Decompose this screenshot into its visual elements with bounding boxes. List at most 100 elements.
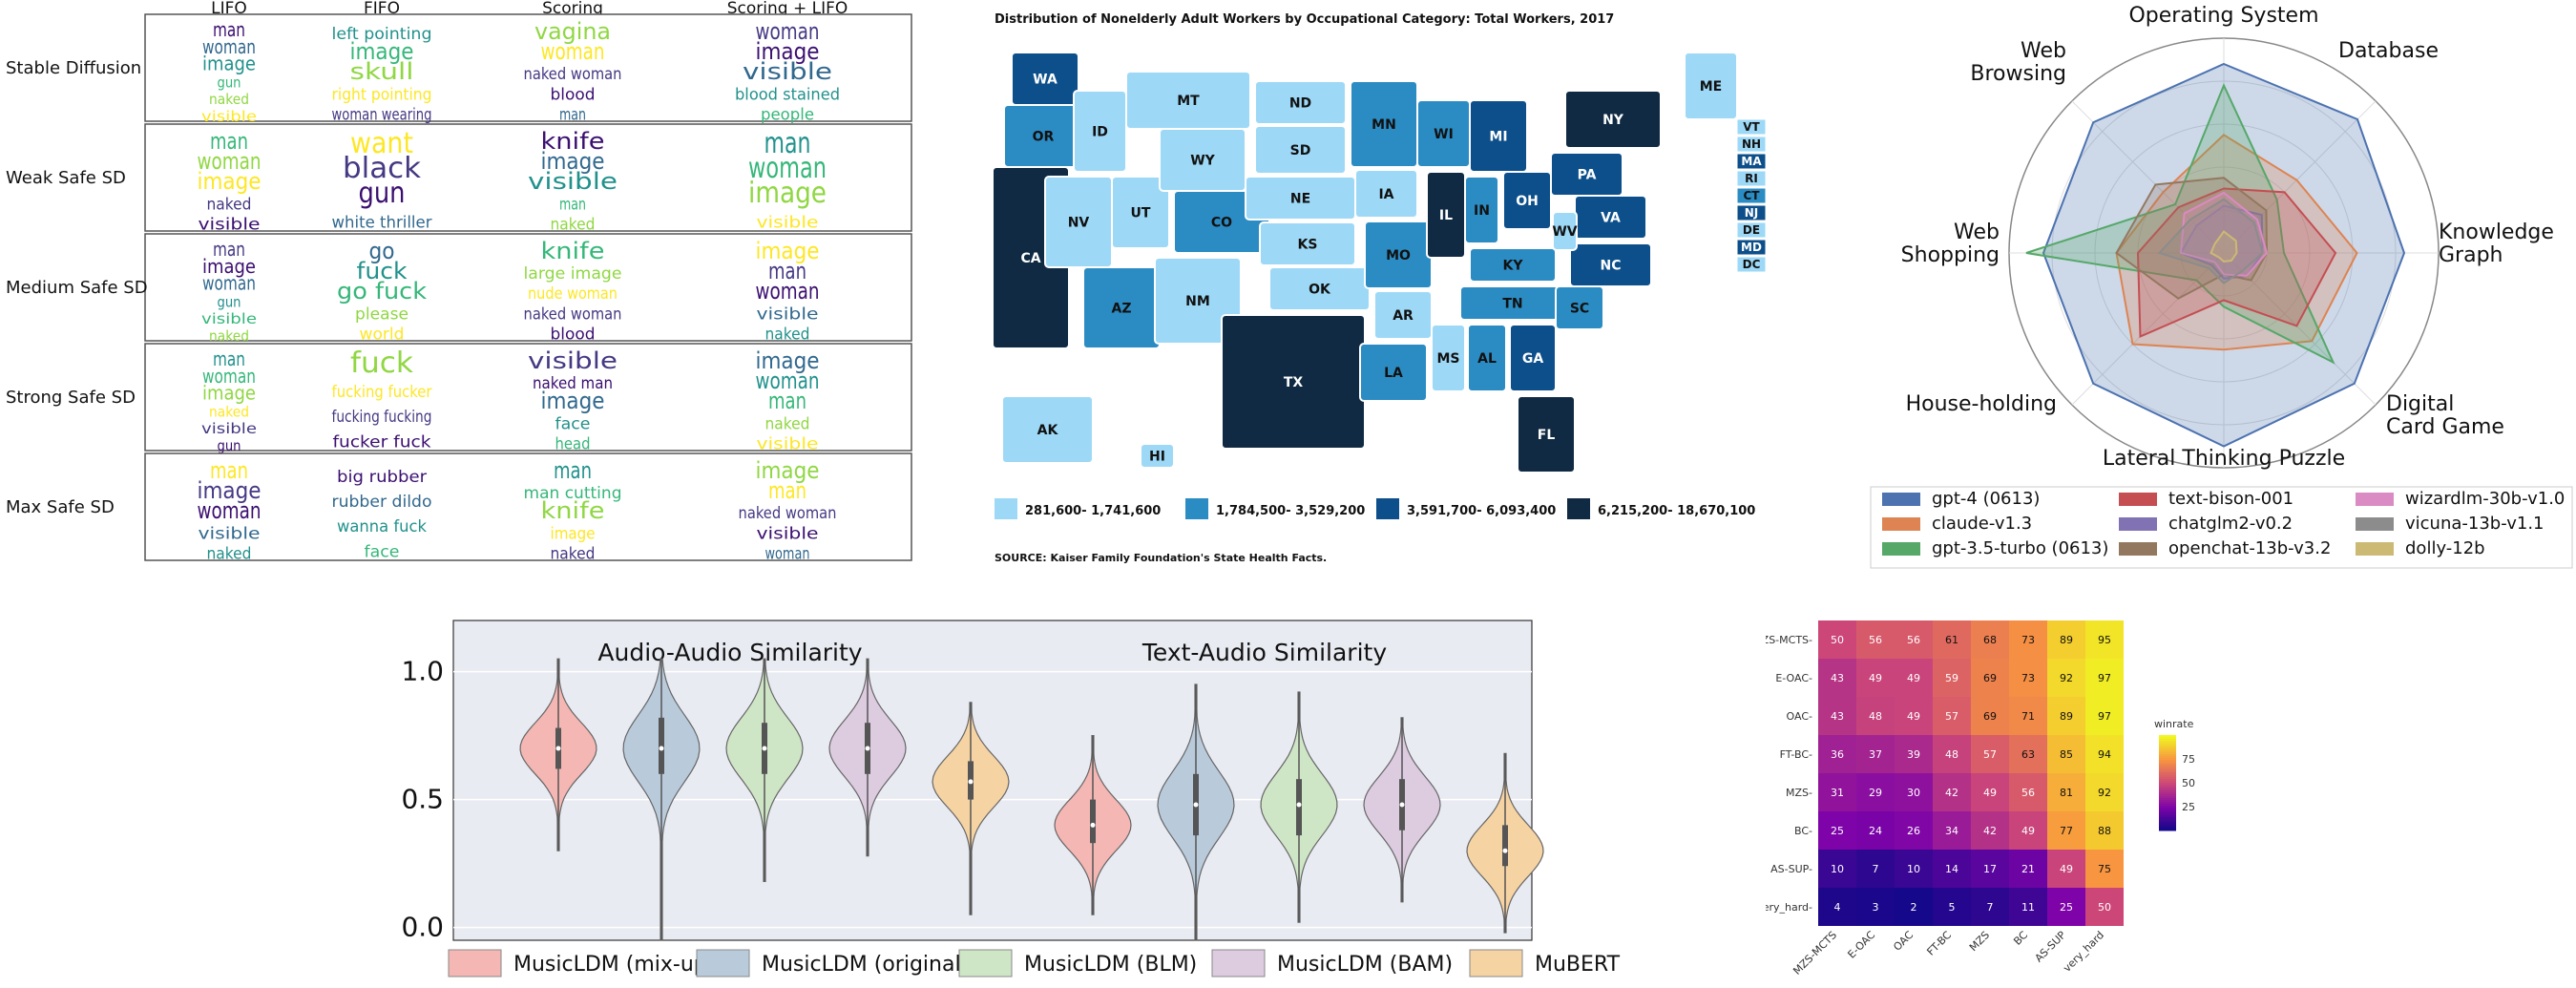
violin-median-dot: [1399, 802, 1405, 808]
radar-series-polygon: [2209, 230, 2238, 263]
wordcloud-word: naked: [207, 195, 252, 214]
wordcloud-word: woman wearing: [332, 105, 432, 124]
heatmap-cell: [1895, 888, 1933, 926]
wordcloud-word: visible: [757, 434, 819, 453]
map-legend-swatch: [1185, 498, 1208, 519]
heatmap-cell-value: 49: [2021, 825, 2035, 837]
map-state-shape: [1254, 125, 1347, 175]
heatmap-cell: [2009, 811, 2047, 850]
heatmap-cell: [1971, 659, 2009, 697]
wordcloud-row-label: Max Safe SD: [6, 497, 115, 517]
wordcloud-word: woman: [765, 544, 810, 563]
wordcloud-word: woman: [198, 496, 262, 524]
map-state-nd: ND: [1254, 80, 1347, 125]
heatmap-colorbar-tick: 25: [2182, 801, 2195, 813]
heatmap-cell-value: 92: [2098, 787, 2111, 799]
wordcloud-word: image: [350, 37, 414, 65]
heatmap-cell-value: 24: [1869, 825, 1882, 837]
wordcloud-word: visible: [757, 524, 819, 543]
heatmap-cell: [2047, 697, 2085, 735]
map-state-az: AZ: [1082, 266, 1161, 349]
map-state-ut: UT: [1111, 176, 1170, 249]
wordcloud-row-frame: [144, 123, 912, 232]
wordcloud-word: man: [768, 257, 806, 284]
map-state-tx: TX: [1221, 314, 1366, 450]
wordcloud-word: image: [756, 456, 820, 484]
wordcloud-word: blood: [551, 325, 596, 344]
violin-chart: 1.0 0.5 0.0 Audio-Audio Similarity Text-Audi…: [401, 620, 1621, 977]
map-state-shape: [1509, 324, 1557, 392]
map-legend-label: 3,591,700- 6,093,400: [1407, 504, 1556, 518]
radar-series-polygon: [2179, 204, 2264, 281]
heatmap-colorbar-step: [2159, 771, 2176, 774]
wordcloud-word: image: [541, 387, 605, 414]
heatmap-cell-value: 3: [1873, 901, 1879, 914]
map-state-label: WA: [1033, 73, 1058, 88]
map-east-box: [1736, 204, 1767, 221]
map-state-label: KS: [1298, 238, 1318, 253]
heatmap-colorbar-step: [2159, 829, 2176, 831]
heatmap-cell: [2085, 620, 2124, 659]
map-state-shape: [1517, 395, 1576, 473]
heatmap-colorbar-step: [2159, 764, 2176, 767]
map-state-shape: [1469, 247, 1557, 283]
map-state-label: OK: [1309, 283, 1331, 298]
heatmap-cell-value: 69: [1983, 710, 1997, 723]
wordcloud-word: world: [360, 325, 405, 344]
heatmap-colorbar-step: [2159, 754, 2176, 757]
wordcloud-word: visible: [199, 215, 261, 234]
map-state-label: ME: [1700, 79, 1723, 95]
map-state-wi: WI: [1416, 99, 1471, 168]
wordcloud-word: woman: [756, 277, 820, 305]
heatmap-cell: [1856, 850, 1895, 888]
map-state-label: MI: [1489, 130, 1507, 145]
heatmap-cell-value: 85: [2060, 748, 2073, 761]
map-legend-swatch: [995, 498, 1017, 519]
heatmap-cell: [2047, 620, 2085, 659]
heatmap-cell: [2085, 735, 2124, 773]
heatmap-cell: [1971, 620, 2009, 659]
radar-legend-label: chatglm2-v0.2: [2168, 514, 2293, 534]
map-state-label: OH: [1516, 194, 1539, 209]
map-state-label: MS: [1436, 351, 1459, 367]
heatmap-colorbar-step: [2159, 788, 2176, 791]
map-state-shape: [1469, 99, 1528, 173]
map-state-nc: NC: [1569, 242, 1652, 287]
heatmap-cell-value: 50: [2098, 901, 2111, 914]
map-state-tn: TN: [1459, 285, 1566, 321]
heatmap-colorbar-step: [2159, 794, 2176, 797]
wordcloud-row-frame: [144, 13, 912, 122]
heatmap-colorbar-step: [2159, 804, 2176, 807]
heatmap-cell-value: 71: [2021, 710, 2035, 723]
map-state-shape: [1502, 171, 1552, 230]
heatmap-row-label: MZS-MCTS-: [1766, 634, 1812, 646]
wordcloud-word: naked man: [533, 374, 613, 393]
heatmap-cell-value: 69: [1983, 672, 1997, 684]
map-state-ok: OK: [1268, 266, 1371, 311]
map-east-box: [1736, 118, 1767, 136]
violin-median-dot: [1193, 802, 1199, 808]
heatmap-cell-value: 89: [2060, 634, 2073, 646]
heatmap-cell: [1895, 811, 1933, 850]
map-east-box: [1736, 221, 1767, 239]
heatmap-colorbar-step: [2159, 819, 2176, 822]
heatmap-row-label: E-OAC-: [1775, 672, 1812, 684]
violin-legend-label: MusicLDM (BAM): [1277, 953, 1453, 977]
wordcloud-word: naked: [209, 403, 249, 420]
map-state-fl: FL: [1517, 395, 1576, 473]
violin-iqr-box: [659, 717, 664, 774]
violin-median-dot: [1090, 822, 1096, 828]
heatmap-colorbar-step: [2159, 758, 2176, 761]
map-state-shape: [1359, 343, 1428, 402]
violin-median-dot: [555, 746, 561, 751]
wordcloud-word: fuck: [357, 257, 408, 284]
map-state-ms: MS: [1431, 324, 1466, 392]
heatmap-colorbar-step: [2159, 792, 2176, 795]
heatmap-colorbar-step: [2159, 798, 2176, 801]
radar-axis-label-line: Shopping: [1901, 243, 2000, 267]
heatmap-cell-value: 21: [2021, 863, 2035, 875]
heatmap-cell-value: 4: [1834, 901, 1841, 914]
map-state-la: LA: [1359, 343, 1428, 402]
violin-y-tick: 0.0: [401, 912, 444, 943]
